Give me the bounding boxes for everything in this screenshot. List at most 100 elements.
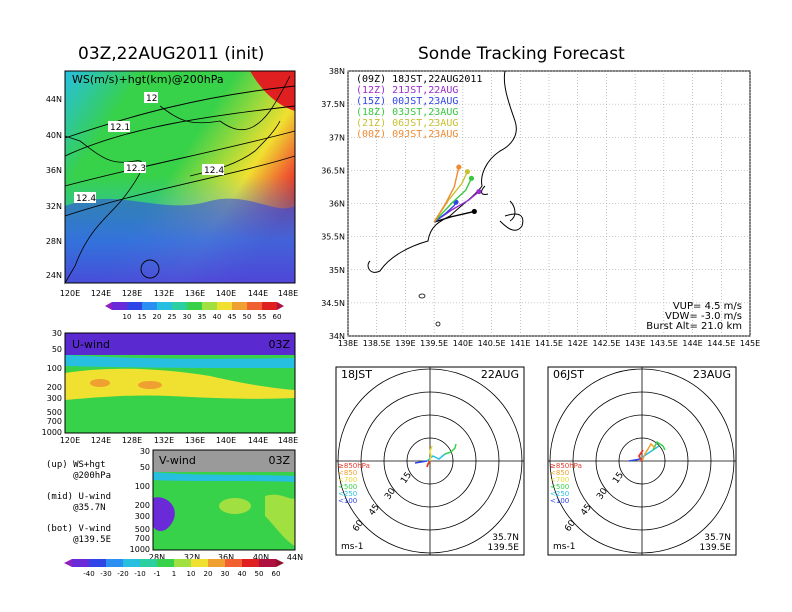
lon-tick: 124E (91, 289, 111, 298)
colorbar-label: 50 (255, 570, 264, 578)
colorbar-label: 25 (168, 313, 177, 321)
lat-tick: 34.5N (321, 299, 345, 308)
colorbar-label: 55 (258, 313, 267, 321)
colorbar-label: 20 (204, 570, 213, 578)
colorbar-label: 35 (198, 313, 207, 321)
lat-tick: 40N (46, 131, 62, 140)
lat-tick: 40N (253, 553, 269, 562)
lat-tick: 37N (329, 133, 345, 142)
p-tick: 300 (47, 394, 62, 403)
colorbar-label: 1 (172, 570, 176, 578)
hodo-trace-red (426, 460, 431, 468)
lon-tick: 148E (278, 436, 298, 445)
hodo-ring (549, 368, 735, 554)
lon-tick: 136E (185, 436, 205, 445)
track-legend: (09Z) 18JST,22AUG2011 (12Z) 21JST,22AUG … (356, 74, 482, 140)
lon-tick: 138.5E (363, 339, 391, 346)
p-tick: 200 (47, 383, 62, 392)
p-tick: 100 (47, 364, 62, 373)
lon-tick: 140E (216, 289, 236, 298)
legend-run: (15Z) (356, 96, 387, 107)
caption-mid: (mid) U-wind @35.7N (46, 492, 111, 514)
hodo-pressure-legend: ≥850hPa <850 <700 <500 <250 <100 (550, 462, 582, 505)
contour-label: 12.1 (110, 123, 130, 133)
hodo-time: 18JST (341, 368, 372, 381)
hodo-ring (337, 368, 523, 554)
colorbar-label: 40 (238, 570, 247, 578)
p-tick: 1000 (42, 428, 62, 437)
hodo-trace-orange (641, 442, 656, 462)
u-p-axis: 30 50 100 200 300 500 700 1000 (42, 329, 62, 437)
legend-label: <700 (550, 476, 569, 484)
p-tick: 700 (135, 534, 150, 543)
colorbar-label: 60 (273, 313, 282, 321)
track-axes: 138E 138.5E 139E 139.5E 140E 140.5E 141E 141.5E… (321, 67, 760, 346)
lon-tick: 132E (154, 289, 174, 298)
colorbar-label: 50 (243, 313, 252, 321)
lon-tick: 144E (248, 289, 268, 298)
legend-label: <850 (550, 469, 569, 477)
hodo-trace-green (652, 440, 666, 451)
contour-closed (140, 259, 160, 279)
hodo-pressure-legend: ≥850hPa <850 <700 <500 <250 <100 (338, 462, 370, 505)
v-field-pos (219, 498, 251, 514)
lon-tick: 128E (122, 436, 142, 445)
lon-tick: 145E (740, 339, 760, 346)
v-p-axis: 30 50 100 200 300 500 700 1000 (130, 447, 150, 554)
map-lat-axis: 44N 40N 36N 32N 28N 24N (46, 95, 62, 280)
colorbar-label: 10 (123, 313, 132, 321)
lon-tick: 144E (682, 339, 702, 346)
v-frame (152, 449, 296, 551)
lon-tick: 144E (248, 436, 268, 445)
lon-tick: 143E (625, 339, 645, 346)
legend-label: <500 (338, 483, 357, 491)
hodo-date: 23AUG (693, 368, 731, 381)
lon-tick: 124E (91, 436, 111, 445)
caption-line: (bot) V-wind (46, 524, 112, 534)
hodo-ring (572, 391, 712, 531)
hodo-lon: 139.5E (700, 543, 732, 553)
lat-tick: 28N (149, 553, 165, 562)
p-tick: 1000 (130, 545, 150, 554)
legend-label: <250 (338, 490, 357, 498)
p-tick: 300 (135, 512, 150, 521)
p-tick: 700 (47, 417, 62, 426)
caption-line: @200hPa (46, 471, 112, 481)
colorbar-label: -20 (117, 570, 128, 578)
caption-line: @139.5E (46, 535, 112, 545)
u-label: U-wind (72, 338, 110, 351)
right-title: Sonde Tracking Forecast (418, 44, 625, 64)
lon-tick: 120E (60, 289, 80, 298)
lat-tick: 28N (46, 237, 62, 246)
lon-tick: 141E (510, 339, 530, 346)
lat-tick: 32N (46, 202, 62, 211)
contour-12-1 (64, 105, 296, 157)
p-tick: 50 (52, 345, 62, 354)
map-low-speed-area (65, 198, 295, 283)
hodo-date: 22AUG (481, 368, 519, 381)
legend-row: (00Z) 09JST,23AUG (356, 129, 482, 140)
lon-tick: 138E (338, 339, 358, 346)
legend-label: <850 (338, 469, 357, 477)
colorbar-label: -10 (134, 570, 145, 578)
contour-12-4 (64, 155, 296, 217)
caption-bot: (bot) V-wind @139.5E (46, 524, 111, 546)
legend-label: <500 (550, 483, 569, 491)
legend-label: ≥850hPa (550, 462, 582, 470)
v-time: 03Z (268, 454, 290, 467)
legend-row: (15Z) 00JST,23AUG (356, 96, 482, 107)
contour-12 (64, 85, 296, 139)
hodo-trace-green (444, 443, 457, 455)
v-field-pos (265, 494, 295, 546)
hodo-lat: 35.7N (704, 533, 731, 543)
legend-time: 09JST,23AUG (392, 129, 459, 140)
map-label: WS(m/s)+hgt(km)@200hPa (72, 73, 224, 86)
contour-label: 12.4 (76, 194, 96, 204)
u-time: 03Z (268, 338, 290, 351)
v-label: V-wind (159, 454, 196, 467)
track-series-line (433, 166, 460, 223)
v-field-neg (153, 497, 175, 531)
hodo-time: 06JST (553, 368, 584, 381)
lon-tick: 142.5E (592, 339, 620, 346)
u-wind-section: U-wind 03Z 30 50 100 200 300 500 700 100… (42, 329, 299, 445)
